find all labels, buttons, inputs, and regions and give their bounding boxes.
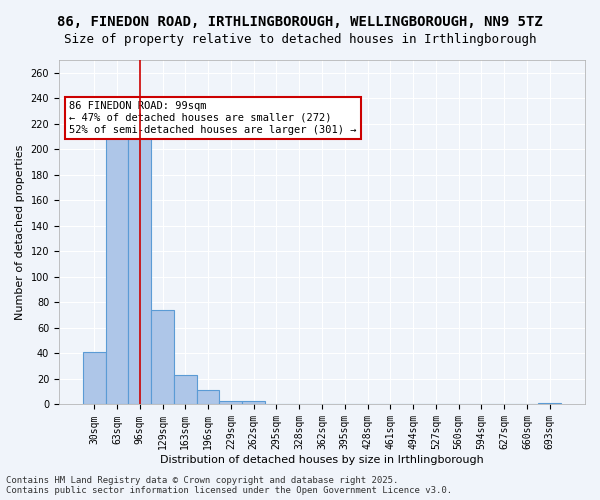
Bar [538, 403, 561, 404]
Bar [242, 400, 265, 404]
X-axis label: Distribution of detached houses by size in Irthlingborough: Distribution of detached houses by size … [160, 455, 484, 465]
Text: Contains HM Land Registry data © Crown copyright and database right 2025.
Contai: Contains HM Land Registry data © Crown c… [6, 476, 452, 495]
Y-axis label: Number of detached properties: Number of detached properties [15, 144, 25, 320]
Bar [106, 129, 128, 404]
Bar [220, 400, 242, 404]
Text: Size of property relative to detached houses in Irthlingborough: Size of property relative to detached ho… [64, 32, 536, 46]
Bar [197, 390, 220, 404]
Bar [151, 310, 174, 404]
Text: 86 FINEDON ROAD: 99sqm
← 47% of detached houses are smaller (272)
52% of semi-de: 86 FINEDON ROAD: 99sqm ← 47% of detached… [70, 102, 357, 134]
Bar [83, 352, 106, 405]
Text: 86, FINEDON ROAD, IRTHLINGBOROUGH, WELLINGBOROUGH, NN9 5TZ: 86, FINEDON ROAD, IRTHLINGBOROUGH, WELLI… [57, 15, 543, 29]
Bar [128, 134, 151, 404]
Bar [174, 375, 197, 404]
